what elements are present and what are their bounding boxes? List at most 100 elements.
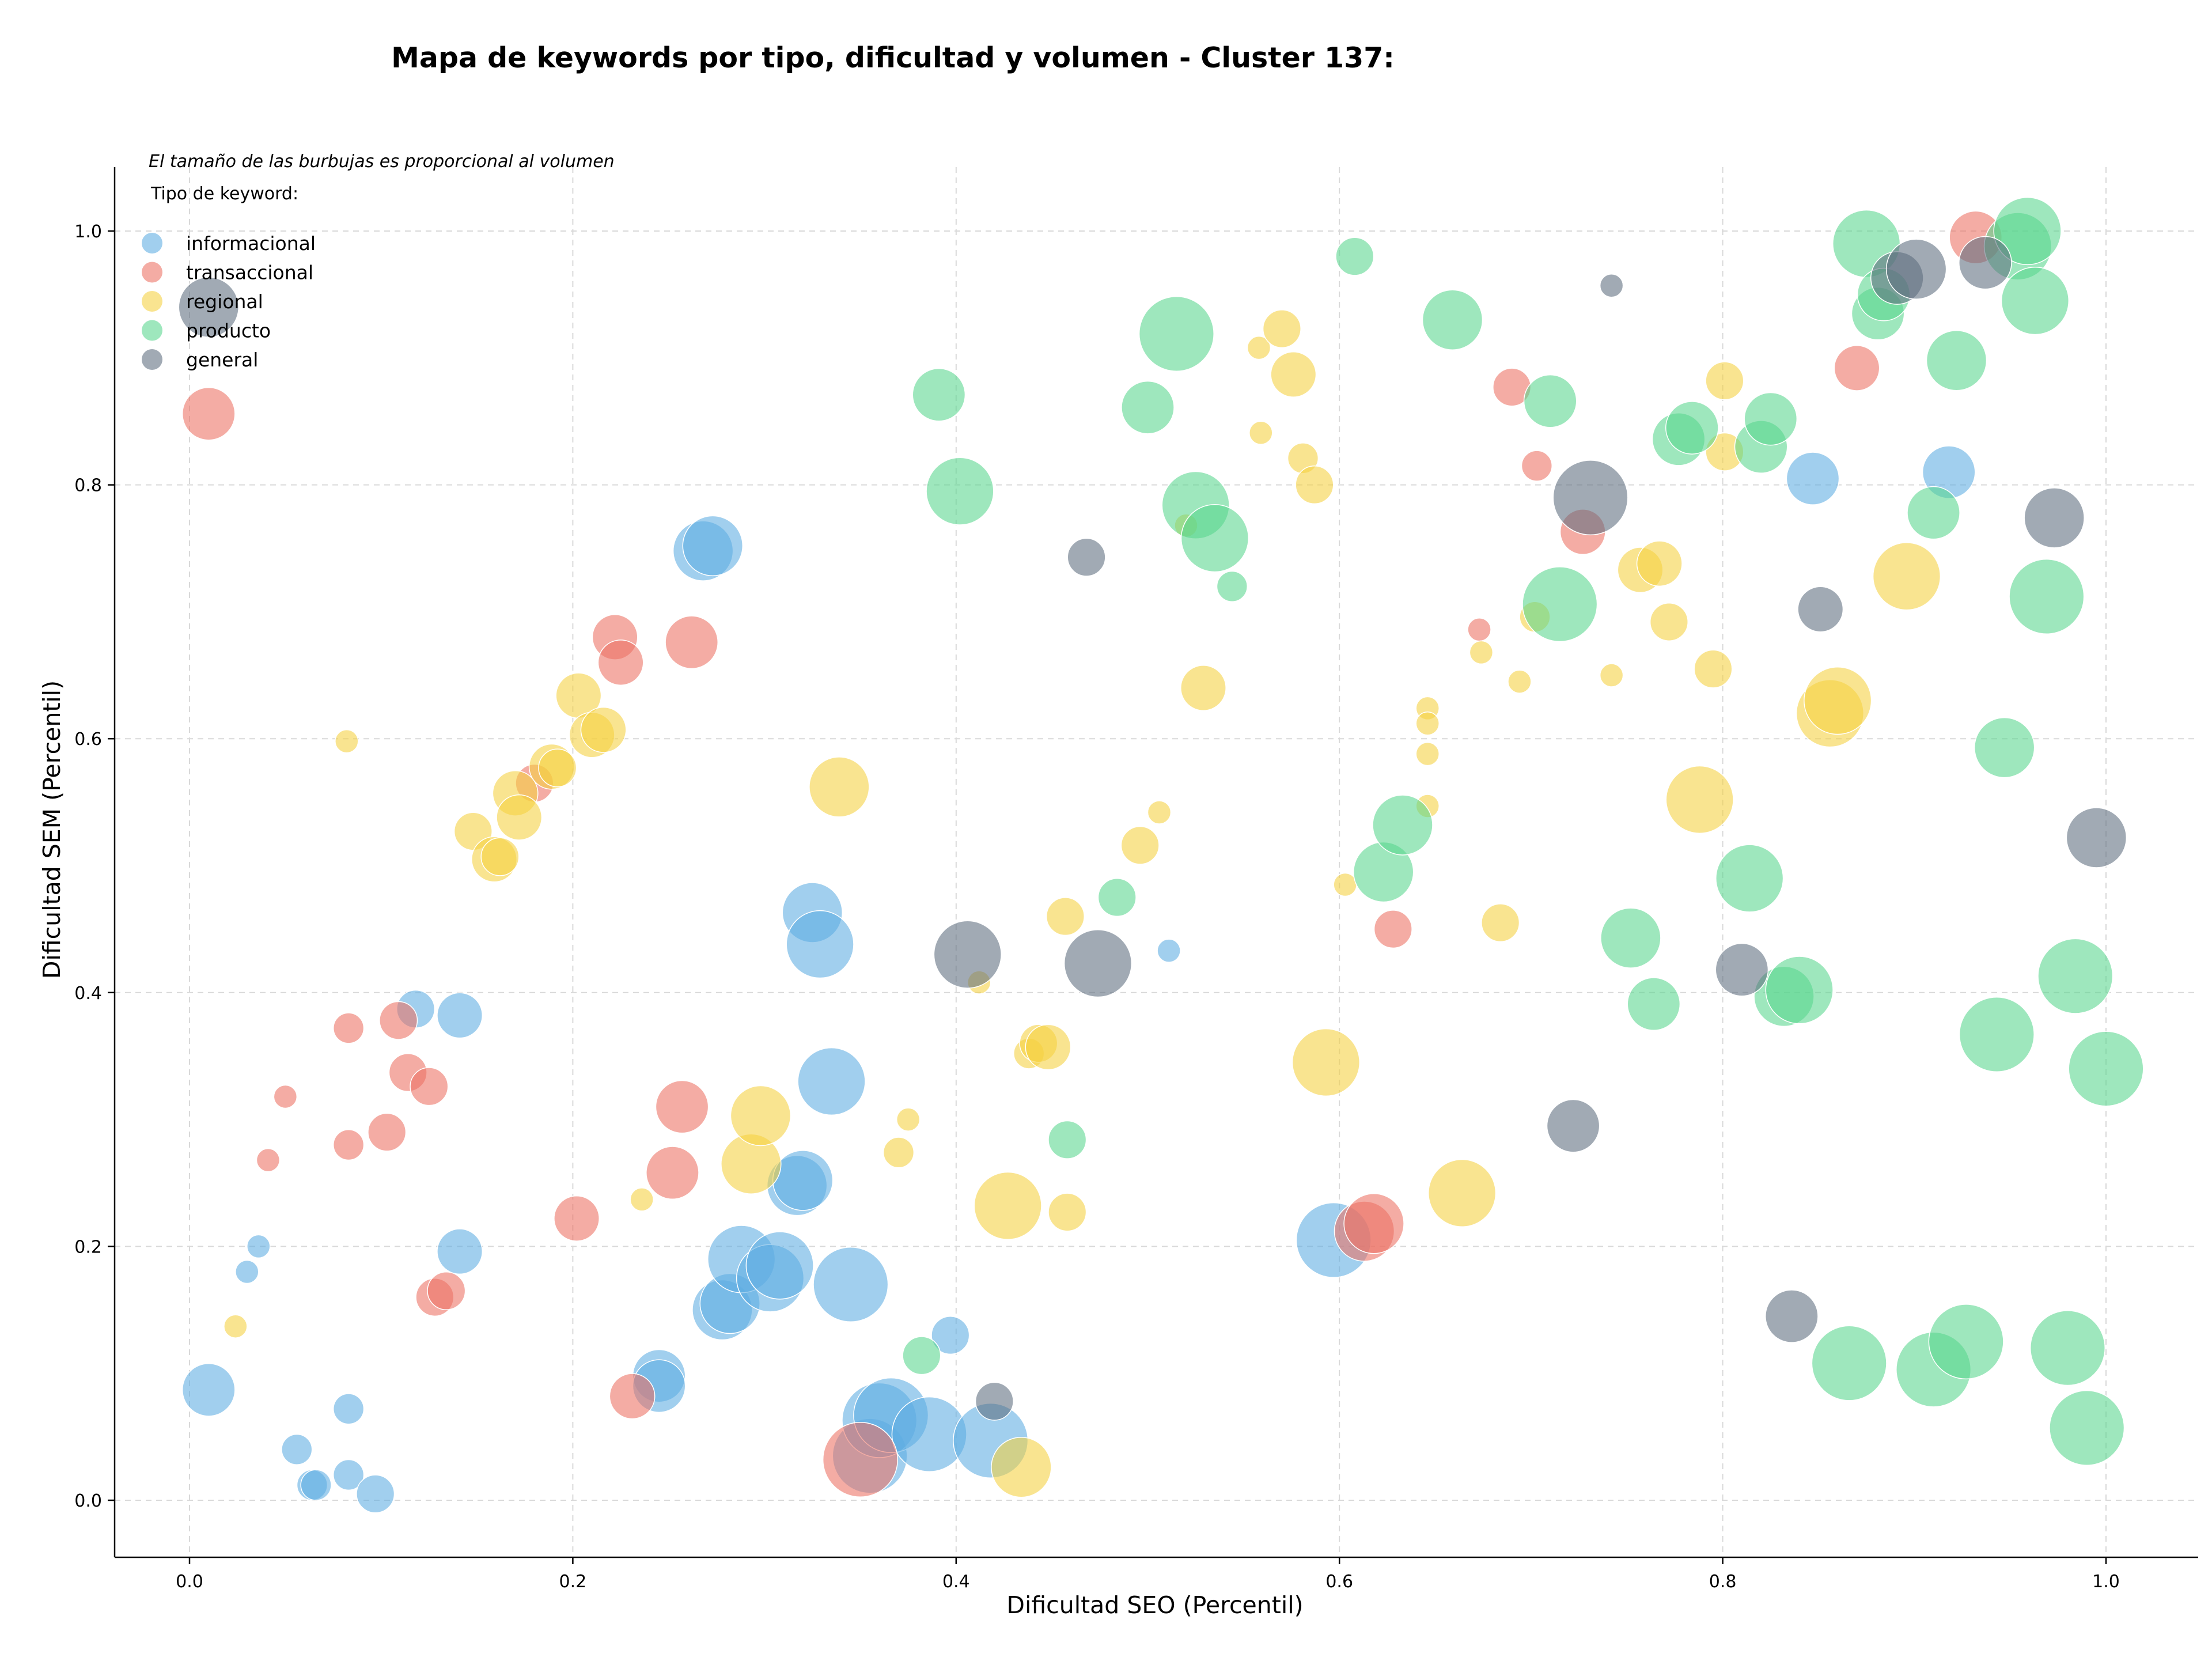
bubble-producto xyxy=(1216,570,1248,602)
x-tick-label: 0.0 xyxy=(176,1572,203,1592)
bubble-transaccional xyxy=(1834,345,1880,391)
bubble-producto xyxy=(2001,267,2070,335)
bubble-regional xyxy=(1649,602,1688,642)
y-axis-label: Dificultad SEM (Percentil) xyxy=(38,680,66,979)
bubble-transaccional xyxy=(1521,450,1553,482)
bubble-regional xyxy=(1872,542,1941,611)
y-tick-label: 0.2 xyxy=(74,1237,102,1257)
bubble-producto xyxy=(1907,486,1960,540)
legend: El tamaño de las burbujas es proporciona… xyxy=(142,152,615,371)
bubble-transaccional xyxy=(609,1373,656,1420)
bubble-general xyxy=(1885,239,1947,300)
bubble-producto xyxy=(1928,1304,2004,1380)
bubble-transaccional xyxy=(597,640,644,686)
bubble-general xyxy=(1599,273,1624,298)
x-axis-label: Dificultad SEO (Percentil) xyxy=(1006,1591,1303,1619)
bubble-producto xyxy=(1959,996,2035,1073)
bubble-regional xyxy=(896,1107,921,1132)
bubble-general xyxy=(1552,460,1628,536)
legend-label-informacional: informacional xyxy=(186,232,316,255)
bubble-informacional xyxy=(356,1474,395,1514)
bubble-regional xyxy=(1481,903,1520,943)
bubble-producto xyxy=(2009,558,2085,635)
bubble-producto xyxy=(2049,1390,2125,1466)
bubble-general xyxy=(178,277,240,338)
bubble-regional xyxy=(1025,1024,1071,1070)
bubble-regional xyxy=(1270,351,1317,398)
bubble-transaccional xyxy=(554,1195,600,1242)
bubble-informacional xyxy=(437,992,483,1039)
y-tick-label: 0.0 xyxy=(74,1491,102,1511)
legend-marker-regional xyxy=(142,291,162,312)
bubble-producto xyxy=(2037,938,2113,1014)
y-tick-label: 0.8 xyxy=(74,476,102,496)
bubble-regional xyxy=(1046,897,1085,936)
bubble-producto xyxy=(926,457,994,525)
series-general xyxy=(178,236,2127,1421)
bubble-producto xyxy=(1744,392,1798,446)
bubble-producto xyxy=(1765,956,1834,1024)
legend-marker-general xyxy=(142,349,162,370)
bubble-transaccional xyxy=(822,1421,898,1498)
bubble-informacional xyxy=(786,910,854,979)
series-producto xyxy=(902,196,2144,1466)
bubble-informacional xyxy=(772,1150,834,1211)
bubble-transaccional xyxy=(665,615,719,669)
bubble-producto xyxy=(1180,504,1249,573)
bubble-informacional xyxy=(235,1259,259,1284)
bubble-transaccional xyxy=(1373,910,1412,949)
bubble-regional xyxy=(1295,466,1334,505)
bubble-regional xyxy=(1636,540,1683,587)
bubble-regional xyxy=(480,837,520,876)
bubble-informacional xyxy=(682,515,744,577)
y-tick-label: 0.6 xyxy=(74,729,102,750)
bubble-regional xyxy=(580,706,627,753)
bubble-informacional xyxy=(437,1228,483,1275)
bubble-producto xyxy=(902,1336,941,1375)
bubble-regional xyxy=(1249,421,1273,445)
bubble-transaccional xyxy=(410,1067,449,1106)
bubble-producto xyxy=(1600,907,1661,968)
bubble-transaccional xyxy=(1467,617,1491,642)
legend-title: Tipo de keyword: xyxy=(150,184,298,204)
legend-label-regional: regional xyxy=(186,290,263,313)
bubble-general xyxy=(975,1382,1014,1421)
bubble-informacional xyxy=(332,1459,365,1491)
bubble-regional xyxy=(1180,665,1226,712)
bubble-regional xyxy=(1705,361,1744,400)
bubble-transaccional xyxy=(427,1271,466,1311)
bubble-general xyxy=(1715,943,1769,997)
series-transaccional xyxy=(181,210,2003,1498)
x-tick-label: 0.8 xyxy=(1709,1572,1737,1592)
bubble-transaccional xyxy=(332,1129,365,1161)
bubble-producto xyxy=(1993,196,2062,266)
bubble-producto xyxy=(1811,1325,1887,1401)
bubble-regional xyxy=(1333,872,1357,897)
y-tick-label: 1.0 xyxy=(74,222,102,242)
bubble-informacional xyxy=(1786,452,1840,505)
y-tick-label: 0.4 xyxy=(74,983,102,1004)
bubble-informacional xyxy=(300,1469,332,1501)
bubble-transaccional xyxy=(655,1080,709,1134)
bubble-regional xyxy=(1694,649,1733,688)
bubble-producto xyxy=(1121,380,1175,434)
bubble-regional xyxy=(1599,663,1624,687)
bubble-regional xyxy=(991,1436,1052,1498)
bubble-regional xyxy=(1262,309,1301,349)
bubble-producto xyxy=(912,368,966,422)
bubble-regional xyxy=(496,794,543,841)
bubble-informacional xyxy=(797,1047,866,1116)
bubble-regional xyxy=(1469,640,1494,665)
x-tick-label: 0.4 xyxy=(942,1572,970,1592)
bubble-producto xyxy=(1665,401,1719,455)
bubble-regional xyxy=(1048,1193,1087,1232)
bubble-regional xyxy=(538,748,577,788)
bubble-producto xyxy=(1974,717,2035,778)
bubble-transaccional xyxy=(332,1012,365,1044)
bubble-producto xyxy=(1138,296,1214,372)
bubble-transaccional xyxy=(646,1146,699,1200)
bubble-regional xyxy=(1291,1028,1361,1097)
legend-label-transaccional: transaccional xyxy=(186,262,313,284)
bubble-general xyxy=(1797,586,1844,633)
